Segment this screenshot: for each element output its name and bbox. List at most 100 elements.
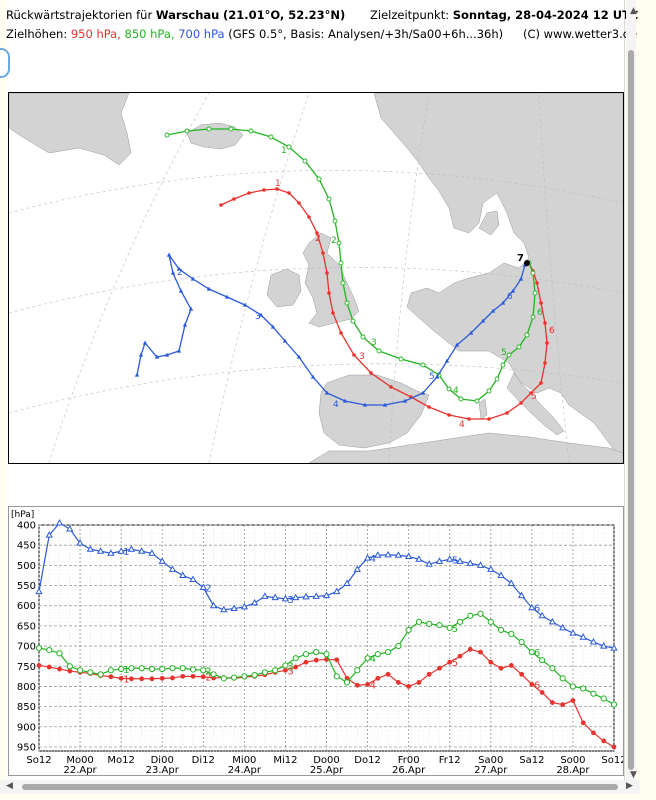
series-point (507, 579, 515, 587)
series-point (251, 672, 258, 679)
series-day-label: 4 (370, 554, 376, 565)
level-850: 850 hPa, (124, 27, 175, 41)
series-point (97, 671, 104, 678)
header-line-2: Zielhöhen: 950 hPa, 850 hPa, 700 hPa (GF… (6, 27, 503, 41)
map-svg: 7 1 2 3 4 5 6 1 2 3 4 5 6 2 3 4 5 6 (9, 93, 623, 463)
series-point (35, 587, 43, 595)
series-point (529, 682, 535, 687)
series-point (46, 664, 52, 670)
vertical-scrollbar-thumb[interactable] (628, 50, 634, 770)
warsaw-target-dot (524, 260, 530, 266)
x-tick-label: Di12 (192, 755, 215, 766)
series-point (426, 671, 432, 677)
italy (506, 372, 565, 436)
series-point (333, 587, 341, 595)
series-point (425, 560, 433, 567)
map-850-marker (302, 158, 308, 164)
map-850-marker (228, 126, 234, 132)
series-point (322, 591, 331, 599)
series-point (158, 557, 166, 564)
scroll-up-arrow-icon[interactable]: ▲ (630, 6, 637, 16)
series-point (220, 675, 227, 682)
map-700-marker (258, 312, 264, 317)
map-950-marker (447, 413, 451, 417)
series-point (149, 676, 155, 682)
map-850-marker (506, 352, 512, 358)
series-point (67, 668, 73, 674)
series-point (313, 657, 319, 663)
y-axis-label: [hPa] (11, 510, 34, 520)
series-day-label: 4 (370, 680, 376, 691)
north-africa (308, 432, 623, 463)
map-700-marker (166, 252, 172, 257)
map-850-marker (286, 144, 292, 150)
series-point (312, 592, 320, 599)
map-950-marker (389, 385, 393, 389)
map-700-marker (134, 372, 140, 377)
x-tick-label: Mo00 (66, 755, 93, 766)
map-850-marker (516, 344, 522, 350)
series-point (200, 674, 206, 680)
series-point (476, 561, 485, 568)
scroll-down-arrow-icon[interactable]: ▼ (630, 770, 637, 780)
red-day-4: 4 (459, 420, 465, 430)
map-950-marker (327, 291, 331, 295)
series-point (365, 682, 370, 687)
series-day-label: 6 (534, 604, 540, 615)
green-day-4: 4 (453, 386, 459, 396)
map-950-marker (539, 301, 543, 305)
series-point (374, 551, 382, 558)
map-700-marker (154, 354, 160, 359)
scandinavia-continent (373, 93, 623, 463)
map-700-marker (444, 358, 450, 363)
series-point (179, 665, 186, 672)
map-950-marker (467, 417, 471, 421)
series-point (323, 651, 330, 658)
map-850-marker (458, 396, 464, 402)
series-point (180, 673, 186, 679)
series-point (363, 554, 372, 561)
series-point (549, 700, 555, 705)
series-point (497, 571, 505, 578)
series-point (271, 593, 279, 601)
scroll-left-arrow-icon[interactable]: ◀ (6, 781, 13, 791)
series-point (292, 655, 299, 662)
map-700-marker (164, 352, 170, 357)
series-point (435, 557, 444, 564)
series-point (86, 545, 94, 552)
series-point (159, 675, 165, 681)
map-700-marker (138, 352, 144, 357)
series-day-label: 5 (452, 624, 458, 635)
series-point (241, 673, 248, 680)
series-point (302, 651, 310, 658)
side-tab[interactable] (0, 48, 10, 78)
series-point (375, 675, 381, 681)
map-950-marker (321, 251, 325, 255)
map-950-marker (297, 201, 301, 205)
series-point (580, 720, 586, 726)
series-day-label: 3 (287, 595, 293, 606)
map-day-labels-blue: 2 3 4 5 6 (177, 268, 513, 410)
map-700-marker (468, 330, 474, 335)
map-850-marker (530, 314, 536, 320)
series-point (353, 565, 361, 572)
horizontal-scrollbar-thumb[interactable] (22, 784, 618, 790)
map-950-marker (275, 187, 279, 191)
series-point (159, 665, 166, 673)
scroll-right-arrow-icon[interactable]: ▶ (626, 781, 633, 791)
corsica-sardinia (478, 398, 488, 420)
map-850-marker (184, 128, 190, 134)
map-950-marker (339, 331, 343, 335)
map-950-marker (535, 281, 539, 285)
y-tick-label: 550 (17, 581, 36, 592)
series-point (559, 623, 567, 631)
jutland (478, 210, 500, 236)
map-day-labels-red: 1 2 3 4 5 6 (275, 179, 555, 430)
series-point (283, 667, 288, 673)
trajectory-850-path (164, 126, 538, 404)
map-950-marker (352, 353, 356, 357)
series-point (539, 657, 546, 664)
map-850-marker (332, 218, 338, 224)
series-point (508, 663, 514, 668)
series-point (343, 579, 351, 587)
